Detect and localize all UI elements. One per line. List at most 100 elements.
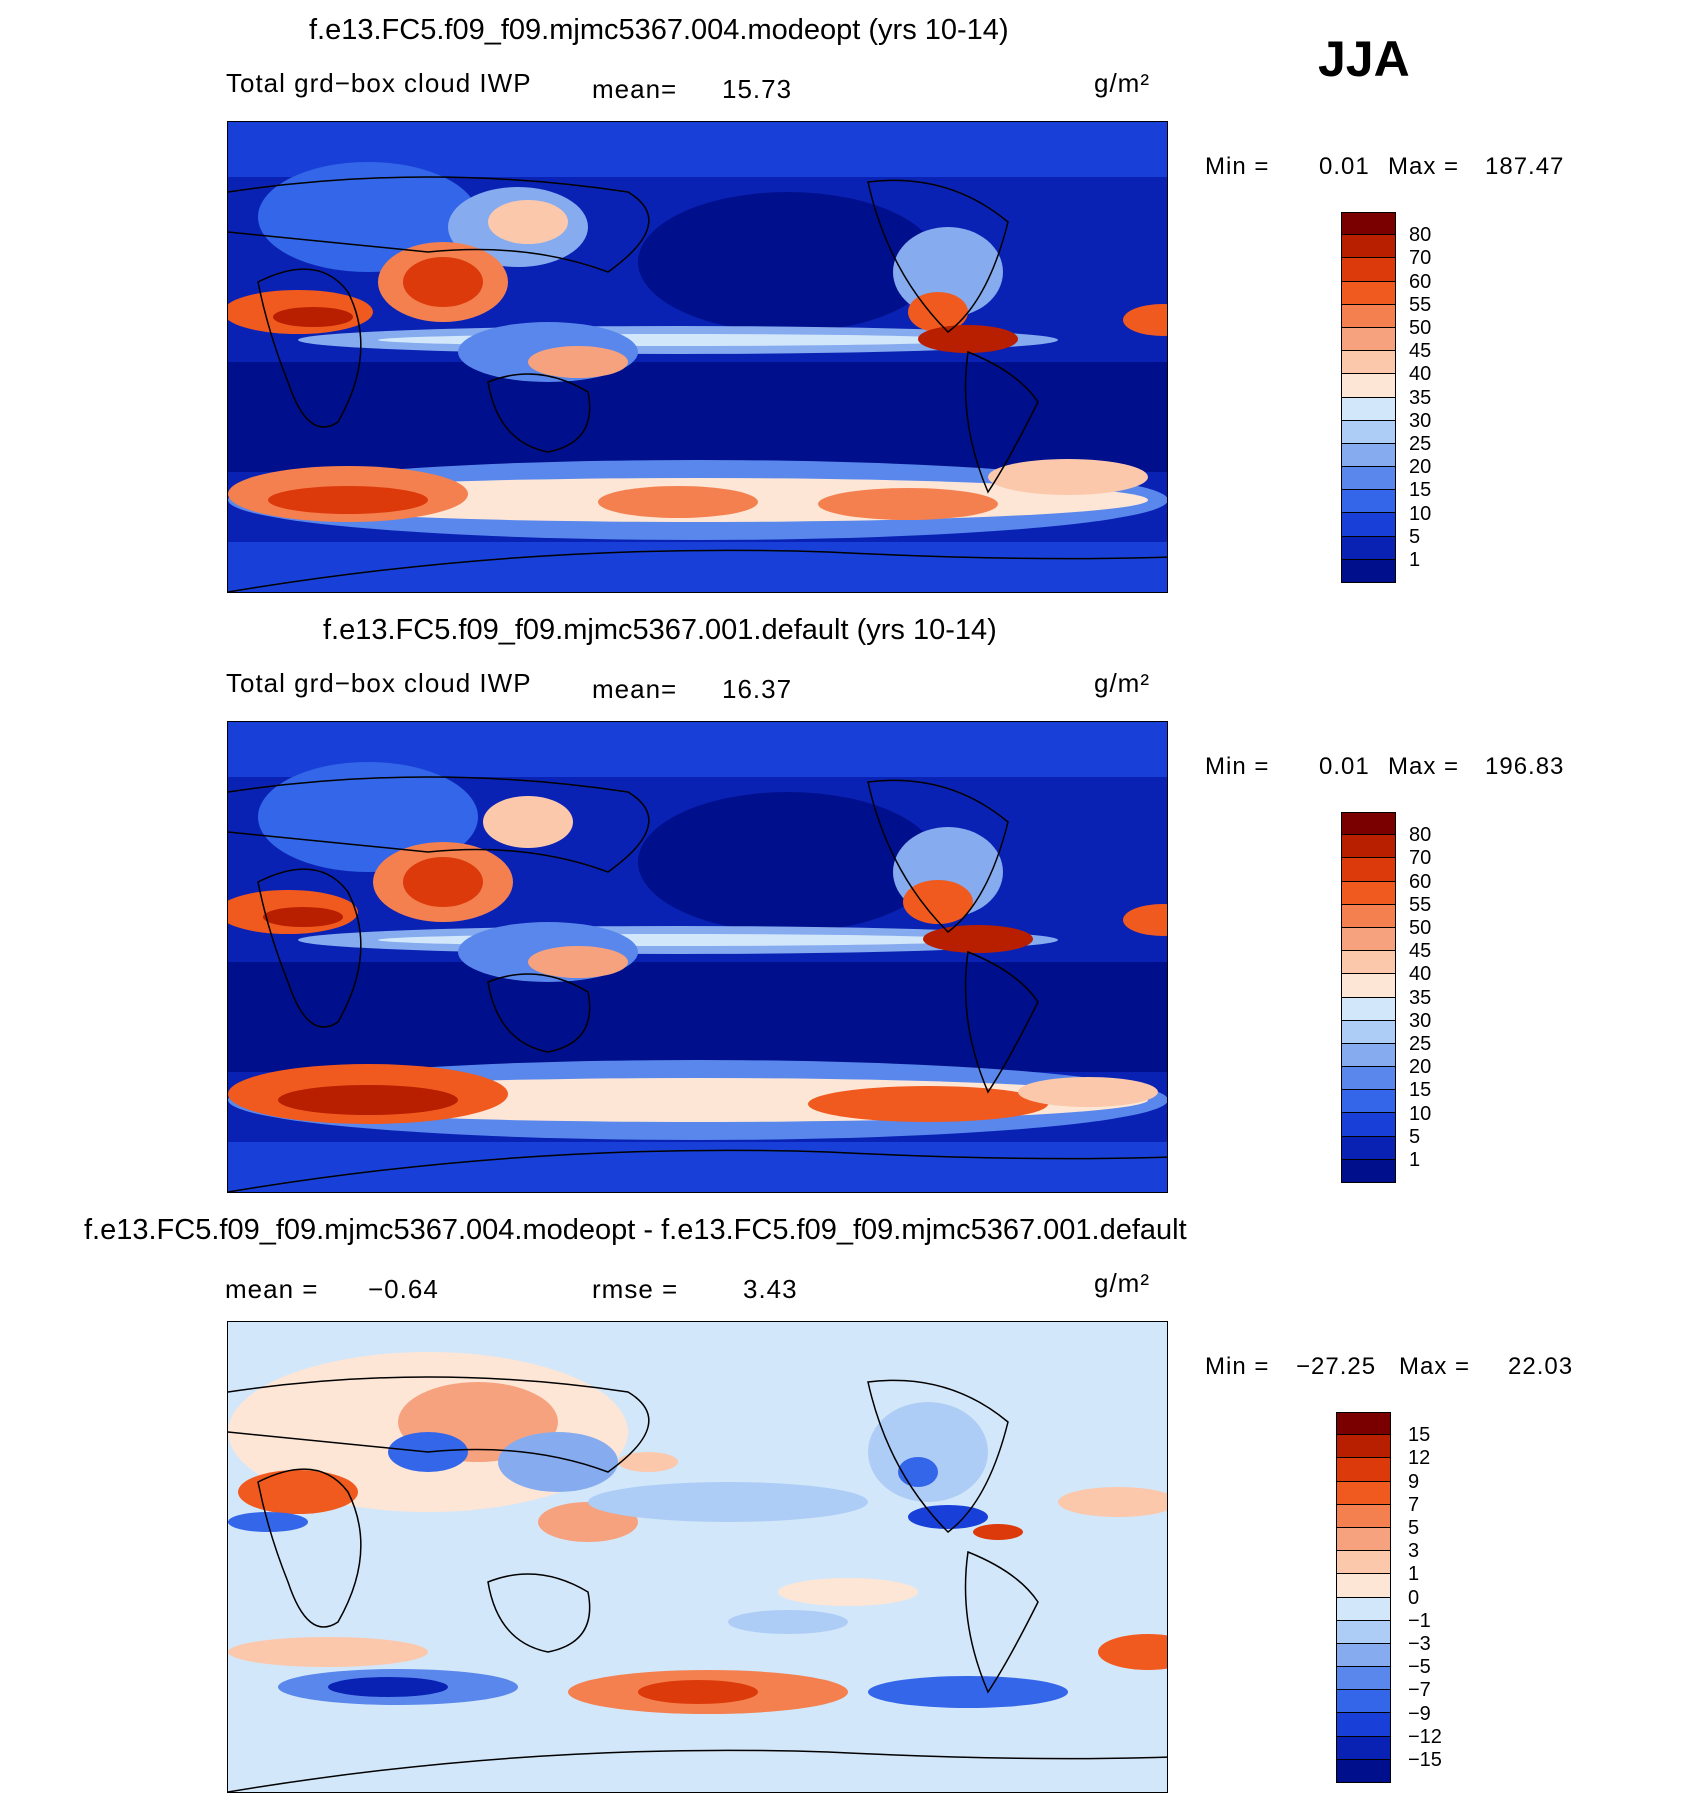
colorbar-level-label: −7 xyxy=(1408,1679,1431,1702)
panel3-max-label: Max = xyxy=(1399,1353,1471,1380)
colorbar-box xyxy=(1341,974,1396,998)
colorbar-level-label: 9 xyxy=(1408,1470,1420,1493)
colorbar-level-label: 25 xyxy=(1409,433,1432,455)
colorbar-level-label: 15 xyxy=(1408,1424,1431,1447)
panel1-min-value: 0.01 xyxy=(1319,153,1370,180)
colorbar-level-label: 60 xyxy=(1409,270,1432,293)
colorbar-box xyxy=(1341,951,1396,975)
colorbar-box xyxy=(1336,1481,1391,1505)
colorbar-box xyxy=(1341,835,1396,859)
panel2-field xyxy=(228,722,1167,1192)
panel2-max-label: Max = xyxy=(1388,753,1460,780)
panel1-mean-value: 15.73 xyxy=(722,74,793,104)
panel2-title: f.e13.FC5.f09_f09.mjmc5367.001.default (… xyxy=(323,614,997,646)
panel3-max-value: 22.03 xyxy=(1508,1353,1574,1380)
colorbar-box xyxy=(1336,1574,1391,1598)
colorbar-box xyxy=(1341,304,1396,328)
colorbar-box xyxy=(1341,1113,1396,1137)
colorbar-box xyxy=(1336,1736,1391,1760)
colorbar-level-label: 50 xyxy=(1409,917,1432,939)
colorbar-box xyxy=(1341,812,1396,836)
colorbar-level-label: 20 xyxy=(1409,1056,1432,1079)
colorbar-box xyxy=(1341,1067,1396,1091)
colorbar-box xyxy=(1341,1136,1396,1160)
colorbar-box xyxy=(1341,235,1396,259)
colorbar-box xyxy=(1336,1667,1391,1691)
colorbar-box xyxy=(1341,536,1396,560)
colorbar-level-label: 30 xyxy=(1409,409,1432,432)
colorbar-level-label: 70 xyxy=(1409,247,1432,270)
colorbar-level-label: 20 xyxy=(1409,456,1432,479)
colorbar-level-label: 7 xyxy=(1408,1493,1420,1516)
panel2-colorbar: 80 70 60 55 50 45 40 35 30 25 20 15 10 5 1 xyxy=(1341,812,1431,1183)
colorbar-box xyxy=(1341,513,1396,537)
colorbar-level-label: 5 xyxy=(1409,1125,1421,1148)
panel2-max-value: 196.83 xyxy=(1485,753,1565,780)
colorbar-level-label: 70 xyxy=(1409,847,1432,870)
colorbar-level-label: −12 xyxy=(1408,1725,1442,1748)
colorbar-box xyxy=(1341,881,1396,905)
colorbar-level-label: 80 xyxy=(1409,824,1432,847)
colorbar-box xyxy=(1336,1504,1391,1528)
colorbar-box xyxy=(1341,927,1396,952)
colorbar-box xyxy=(1336,1643,1391,1668)
panel3-min-label: Min = xyxy=(1205,1353,1270,1380)
colorbar-level-label: 30 xyxy=(1409,1009,1432,1032)
colorbar-level-label: 0 xyxy=(1408,1586,1420,1609)
panel2-min-label: Min = xyxy=(1205,753,1270,780)
panel3-rmse-label: rmse = xyxy=(592,1274,679,1304)
colorbar-box xyxy=(1336,1759,1391,1783)
colorbar-level-label: 10 xyxy=(1409,1102,1432,1125)
panel1-title: f.e13.FC5.f09_f09.mjmc5367.004.modeopt (… xyxy=(309,14,1009,46)
colorbar-level-label: 45 xyxy=(1409,940,1432,963)
colorbar-level-label: 1 xyxy=(1408,1563,1420,1586)
panel1-map xyxy=(227,121,1168,593)
colorbar-box xyxy=(1341,397,1396,421)
panel1-units: g/m² xyxy=(1094,68,1150,98)
panel3-map xyxy=(227,1321,1168,1793)
panel1-field xyxy=(228,122,1167,592)
colorbar-box xyxy=(1336,1435,1391,1459)
colorbar-level-label: −9 xyxy=(1408,1702,1431,1725)
colorbar-box xyxy=(1341,327,1396,352)
colorbar-box xyxy=(1336,1527,1391,1552)
panel2-units: g/m² xyxy=(1094,668,1150,698)
panel3-min-value: −27.25 xyxy=(1296,1353,1377,1380)
colorbar-level-label: 15 xyxy=(1409,1079,1432,1102)
colorbar-level-label: −15 xyxy=(1408,1749,1442,1771)
panel3-mean-value: −0.64 xyxy=(368,1274,439,1304)
panel2-mean-value: 16.37 xyxy=(722,674,793,704)
panel3-mean-label: mean = xyxy=(225,1274,319,1304)
colorbar-level-label: 5 xyxy=(1409,525,1421,548)
panel3-units: g/m² xyxy=(1094,1268,1150,1298)
colorbar-box xyxy=(1336,1458,1391,1482)
colorbar-box xyxy=(1341,351,1396,375)
colorbar-level-label: 25 xyxy=(1409,1033,1432,1055)
colorbar-level-label: 1 xyxy=(1409,1149,1421,1171)
panel1-max-label: Max = xyxy=(1388,153,1460,180)
panel2-variable: Total grd−box cloud IWP xyxy=(226,668,532,698)
colorbar-box xyxy=(1341,443,1396,468)
panel1-min-label: Min = xyxy=(1205,153,1270,180)
colorbar-box xyxy=(1336,1620,1391,1644)
panel1-variable: Total grd−box cloud IWP xyxy=(226,68,532,98)
colorbar-level-label: 1 xyxy=(1409,549,1421,571)
panel1-colorbar: 80 70 60 55 50 45 40 35 30 25 20 15 10 5 1 xyxy=(1341,212,1431,583)
colorbar-level-label: 40 xyxy=(1409,963,1432,986)
colorbar-box xyxy=(1341,374,1396,398)
colorbar-box xyxy=(1341,997,1396,1021)
colorbar-box xyxy=(1341,904,1396,928)
panel1-mean-label: mean= xyxy=(592,74,678,104)
colorbar-level-label: −3 xyxy=(1408,1633,1431,1655)
panel2-min-value: 0.01 xyxy=(1319,753,1370,780)
panel2-mean-label: mean= xyxy=(592,674,678,704)
colorbar-box xyxy=(1341,1020,1396,1044)
panel1-max-value: 187.47 xyxy=(1485,153,1565,180)
colorbar-level-label: 50 xyxy=(1409,317,1432,339)
colorbar-box xyxy=(1341,281,1396,305)
colorbar-level-label: 60 xyxy=(1409,870,1432,893)
colorbar-level-label: 5 xyxy=(1408,1517,1420,1539)
colorbar-level-label: 15 xyxy=(1409,479,1432,502)
colorbar-box xyxy=(1341,1090,1396,1114)
colorbar-box xyxy=(1336,1713,1391,1737)
